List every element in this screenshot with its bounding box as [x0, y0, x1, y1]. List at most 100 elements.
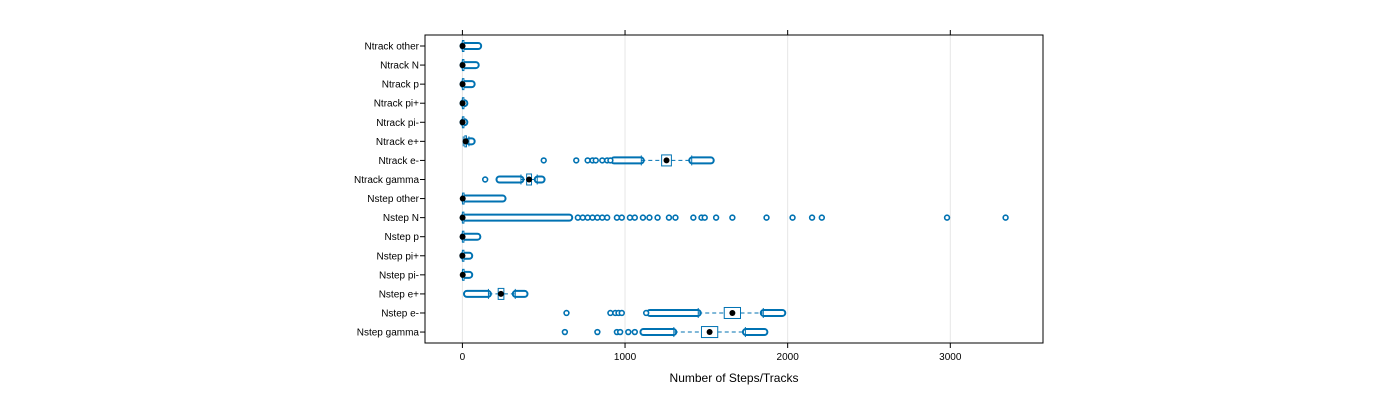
- outlier-point: [625, 328, 632, 336]
- median-dot: [459, 43, 466, 49]
- outlier-point: [603, 214, 611, 221]
- outlier-point: [561, 328, 569, 336]
- y-tick-label: Nstep e+: [379, 289, 419, 300]
- outlier-band: [460, 194, 507, 203]
- median-dot: [497, 290, 504, 297]
- boxes: [459, 40, 1009, 339]
- outlier-point: [642, 309, 650, 317]
- outlier-point: [594, 328, 601, 336]
- box-row: [540, 154, 715, 167]
- outlier-point: [1002, 214, 1009, 221]
- outlier-point: [729, 214, 736, 221]
- median-dot: [459, 100, 466, 107]
- x-tick-label: 2000: [777, 352, 800, 363]
- median-dot: [459, 252, 466, 259]
- median-dot: [663, 157, 670, 164]
- outlier-point: [540, 157, 547, 164]
- box-row: [459, 230, 482, 243]
- x-tick-label: 0: [460, 352, 466, 363]
- box-row: [561, 326, 769, 339]
- x-tick-label: 1000: [614, 352, 637, 363]
- y-tick-label: Nstep p: [385, 232, 420, 243]
- outlier-point: [818, 214, 826, 221]
- y-tick-label: Nstep gamma: [357, 328, 420, 339]
- plot-frame: [424, 34, 1044, 344]
- median-dot: [459, 62, 466, 69]
- outlier-point: [690, 214, 697, 221]
- grid: [461, 35, 951, 343]
- outlier-band: [459, 213, 574, 222]
- box-row: [459, 97, 469, 110]
- box-row: [462, 135, 476, 148]
- outlier-point: [618, 309, 625, 317]
- y-axis: Nstep gamma Nstep e- Nstep e+ Nstep pi- Nste…: [354, 42, 425, 339]
- y-tick-label: Nstep N: [383, 213, 419, 224]
- y-tick-label: Nstep other: [367, 194, 419, 205]
- outlier-point: [481, 176, 489, 183]
- outlier-point: [592, 157, 599, 164]
- y-tick-label: Ntrack pi-: [376, 118, 419, 129]
- x-tick-label: 3000: [939, 352, 962, 363]
- median-dot: [459, 233, 466, 240]
- y-tick-label: Nstep pi+: [376, 251, 419, 262]
- outlier-band: [533, 175, 546, 184]
- outlier-point: [631, 328, 638, 336]
- box-row: [459, 116, 469, 129]
- x-axis: 0 1000 2000 3000: [460, 30, 962, 363]
- outlier-point: [763, 214, 770, 221]
- outlier-point: [616, 328, 624, 336]
- box-row: [459, 249, 474, 262]
- outlier-point: [607, 157, 614, 164]
- box-row: [459, 192, 507, 205]
- y-tick-label: Ntrack gamma: [354, 175, 419, 186]
- y-tick-label: Ntrack N: [380, 61, 419, 72]
- median-dot: [526, 176, 533, 183]
- outlier-point: [639, 214, 647, 221]
- outlier-band: [495, 175, 525, 184]
- outlier-point: [789, 214, 796, 221]
- box-row: [459, 78, 476, 91]
- outlier-point: [808, 214, 816, 221]
- y-tick-label: Ntrack p: [382, 80, 420, 91]
- median-dot: [462, 138, 469, 145]
- outlier-point: [701, 214, 708, 221]
- outlier-point: [712, 214, 720, 221]
- median-dot: [459, 195, 466, 202]
- outlier-band: [688, 156, 715, 165]
- outlier-band: [462, 289, 492, 298]
- box-row: [459, 59, 480, 72]
- y-tick-label: Ntrack e+: [376, 137, 419, 148]
- y-tick-label: Nstep e-: [381, 308, 419, 319]
- box-row: [481, 173, 546, 186]
- outlier-point: [665, 214, 673, 221]
- median-dot: [459, 81, 466, 88]
- outlier-band: [645, 308, 702, 317]
- outlier-band: [741, 328, 769, 337]
- outlier-point: [943, 214, 951, 221]
- box-row: [459, 211, 1009, 224]
- median-dot: [459, 214, 466, 221]
- median-dot: [459, 271, 466, 278]
- outlier-point: [573, 157, 580, 164]
- outlier-point: [618, 214, 625, 221]
- box-row: [563, 306, 787, 319]
- outlier-point: [631, 214, 638, 221]
- box-row: [459, 40, 483, 52]
- median-dot: [459, 119, 466, 126]
- box-row: [459, 268, 474, 281]
- y-tick-label: Ntrack pi+: [374, 99, 419, 110]
- y-tick-label: Ntrack e-: [378, 156, 419, 167]
- outlier-point: [654, 214, 661, 221]
- x-axis-label: Number of Steps/Tracks: [670, 371, 799, 385]
- y-tick-label: Nstep pi-: [379, 270, 419, 281]
- y-tick-label: Ntrack other: [365, 42, 420, 53]
- outlier-band: [511, 289, 529, 298]
- median-dot: [729, 309, 736, 316]
- outlier-point: [672, 214, 679, 221]
- outlier-band: [639, 328, 678, 337]
- outlier-band: [759, 308, 787, 317]
- box-row: [462, 287, 529, 300]
- outlier-point: [646, 214, 653, 221]
